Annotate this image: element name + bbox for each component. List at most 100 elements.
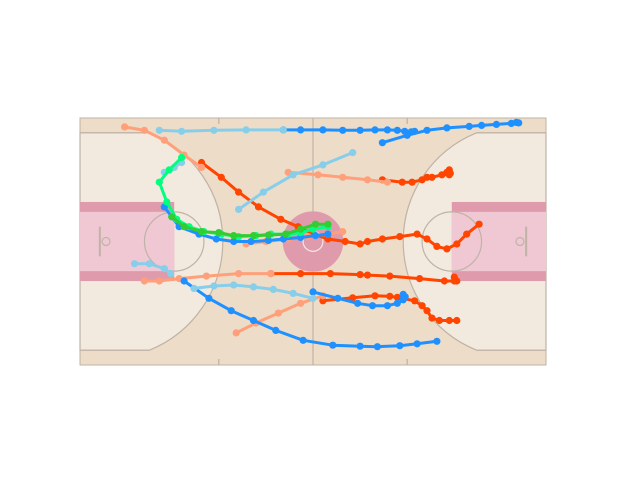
trail-point-11-3 — [368, 302, 377, 310]
trail-point-0-14 — [423, 235, 431, 243]
trail-point-13-4 — [356, 126, 364, 134]
trail-point-3-4 — [423, 173, 431, 181]
trail-point-10-6 — [329, 341, 337, 349]
paint-right — [451, 211, 546, 272]
trail-point-17-1 — [210, 282, 218, 290]
trail-point-15-1 — [259, 188, 267, 196]
trail-point-6-3 — [202, 272, 210, 280]
trail-point-20-3 — [215, 229, 223, 237]
trail-point-10-5 — [299, 336, 307, 344]
trail-point-16-3 — [167, 270, 175, 278]
trail-point-10-3 — [249, 316, 258, 325]
trail-point-14-3 — [242, 126, 250, 134]
trail-point-0-11 — [378, 235, 386, 243]
trail-point-13-2 — [319, 126, 327, 134]
trail-point-9-3 — [212, 235, 220, 243]
trail-point-20-5 — [249, 232, 258, 240]
trail-point-19-2 — [155, 178, 163, 186]
hoop-left — [101, 236, 111, 247]
trail-point-9-10 — [324, 230, 332, 238]
trail-point-2-11 — [453, 316, 461, 325]
trail-point-10-10 — [413, 340, 421, 348]
trail-point-4-1 — [140, 126, 148, 134]
trail-point-20-6 — [264, 231, 272, 239]
trail-point-10-8 — [373, 343, 381, 351]
trail-point-0-4 — [277, 215, 285, 223]
trail-point-13-6 — [383, 126, 391, 134]
trail-point-15-0 — [235, 205, 243, 213]
paint-left — [80, 211, 175, 272]
trail-point-14-1 — [178, 127, 186, 135]
trail-16 — [130, 260, 175, 278]
trail-point-13-7 — [393, 126, 401, 134]
trail-point-9-9 — [311, 232, 320, 240]
trail-point-10-11 — [433, 337, 441, 345]
trail-point-20-9 — [311, 220, 320, 228]
trail-point-10-7 — [356, 342, 364, 350]
trail-point-0-18 — [463, 230, 471, 238]
trail-point-3-2 — [408, 178, 416, 186]
trail-point-12-2 — [423, 126, 431, 134]
trail-5 — [284, 168, 391, 186]
trail-point-2-7 — [423, 307, 431, 315]
trail-point-11-4 — [383, 302, 391, 310]
trail-13 — [279, 126, 419, 136]
trail-point-7-5 — [339, 228, 347, 236]
trail-14 — [155, 126, 287, 135]
trail-point-9-4 — [230, 237, 238, 246]
trail-point-20-10 — [324, 220, 332, 228]
trail-point-0-17 — [453, 240, 461, 248]
trail-point-2-4 — [393, 293, 401, 301]
basketball-court — [79, 117, 547, 366]
trail-point-8-2 — [274, 309, 282, 317]
trail-20 — [168, 213, 332, 240]
trail-point-2-0 — [319, 297, 327, 305]
trail-point-20-2 — [197, 228, 206, 236]
trail-point-17-3 — [249, 283, 258, 291]
trail-point-20-1 — [180, 223, 188, 231]
trail-line-14 — [157, 128, 285, 133]
trail-point-6-0 — [140, 277, 148, 285]
trail-point-5-3 — [363, 176, 372, 184]
trail-point-2-2 — [371, 292, 379, 300]
trail-point-11-2 — [354, 299, 362, 307]
trail-point-20-4 — [230, 232, 238, 240]
trail-point-0-19 — [475, 220, 483, 228]
trail-15 — [235, 149, 357, 213]
trail-point-13-5 — [371, 126, 379, 134]
trail-point-10-9 — [396, 342, 404, 350]
trail-2 — [319, 292, 461, 325]
trail-point-15-4 — [349, 149, 357, 157]
trail-point-0-9 — [356, 240, 364, 248]
trail-point-15-2 — [289, 171, 297, 179]
trail-point-0-8 — [341, 237, 349, 246]
trail-11 — [309, 288, 409, 310]
trail-point-2-6 — [418, 302, 426, 310]
free-throw-circle-left — [143, 211, 205, 272]
trail-point-17-0 — [190, 284, 198, 292]
hoop-right — [515, 236, 525, 247]
trail-point-17-4 — [269, 285, 277, 293]
trail-point-8-3 — [297, 299, 305, 307]
trail-point-17-5 — [289, 289, 297, 297]
trail-point-0-2 — [235, 188, 243, 196]
trail-point-17-2 — [230, 281, 238, 289]
trail-point-0-16 — [443, 245, 451, 253]
trail-point-11-0 — [309, 288, 317, 296]
trail-point-6-5 — [267, 270, 275, 278]
trail-point-11-1 — [334, 294, 342, 302]
trail-point-17-6 — [309, 294, 317, 302]
trail-point-11-8 — [399, 290, 407, 298]
trail-point-10-1 — [205, 294, 213, 302]
trail-point-0-13 — [413, 230, 421, 238]
trail-point-2-3 — [386, 292, 394, 300]
trail-point-0-3 — [254, 203, 263, 211]
trail-point-1-4 — [363, 271, 372, 279]
trail-point-14-0 — [155, 126, 163, 134]
player-trails — [121, 118, 523, 351]
trail-point-13-8 — [401, 127, 409, 135]
trail-point-5-2 — [339, 173, 347, 181]
trail-point-3-5 — [428, 173, 436, 181]
trail-point-1-2 — [326, 270, 334, 278]
trail-point-4-2 — [160, 136, 168, 144]
